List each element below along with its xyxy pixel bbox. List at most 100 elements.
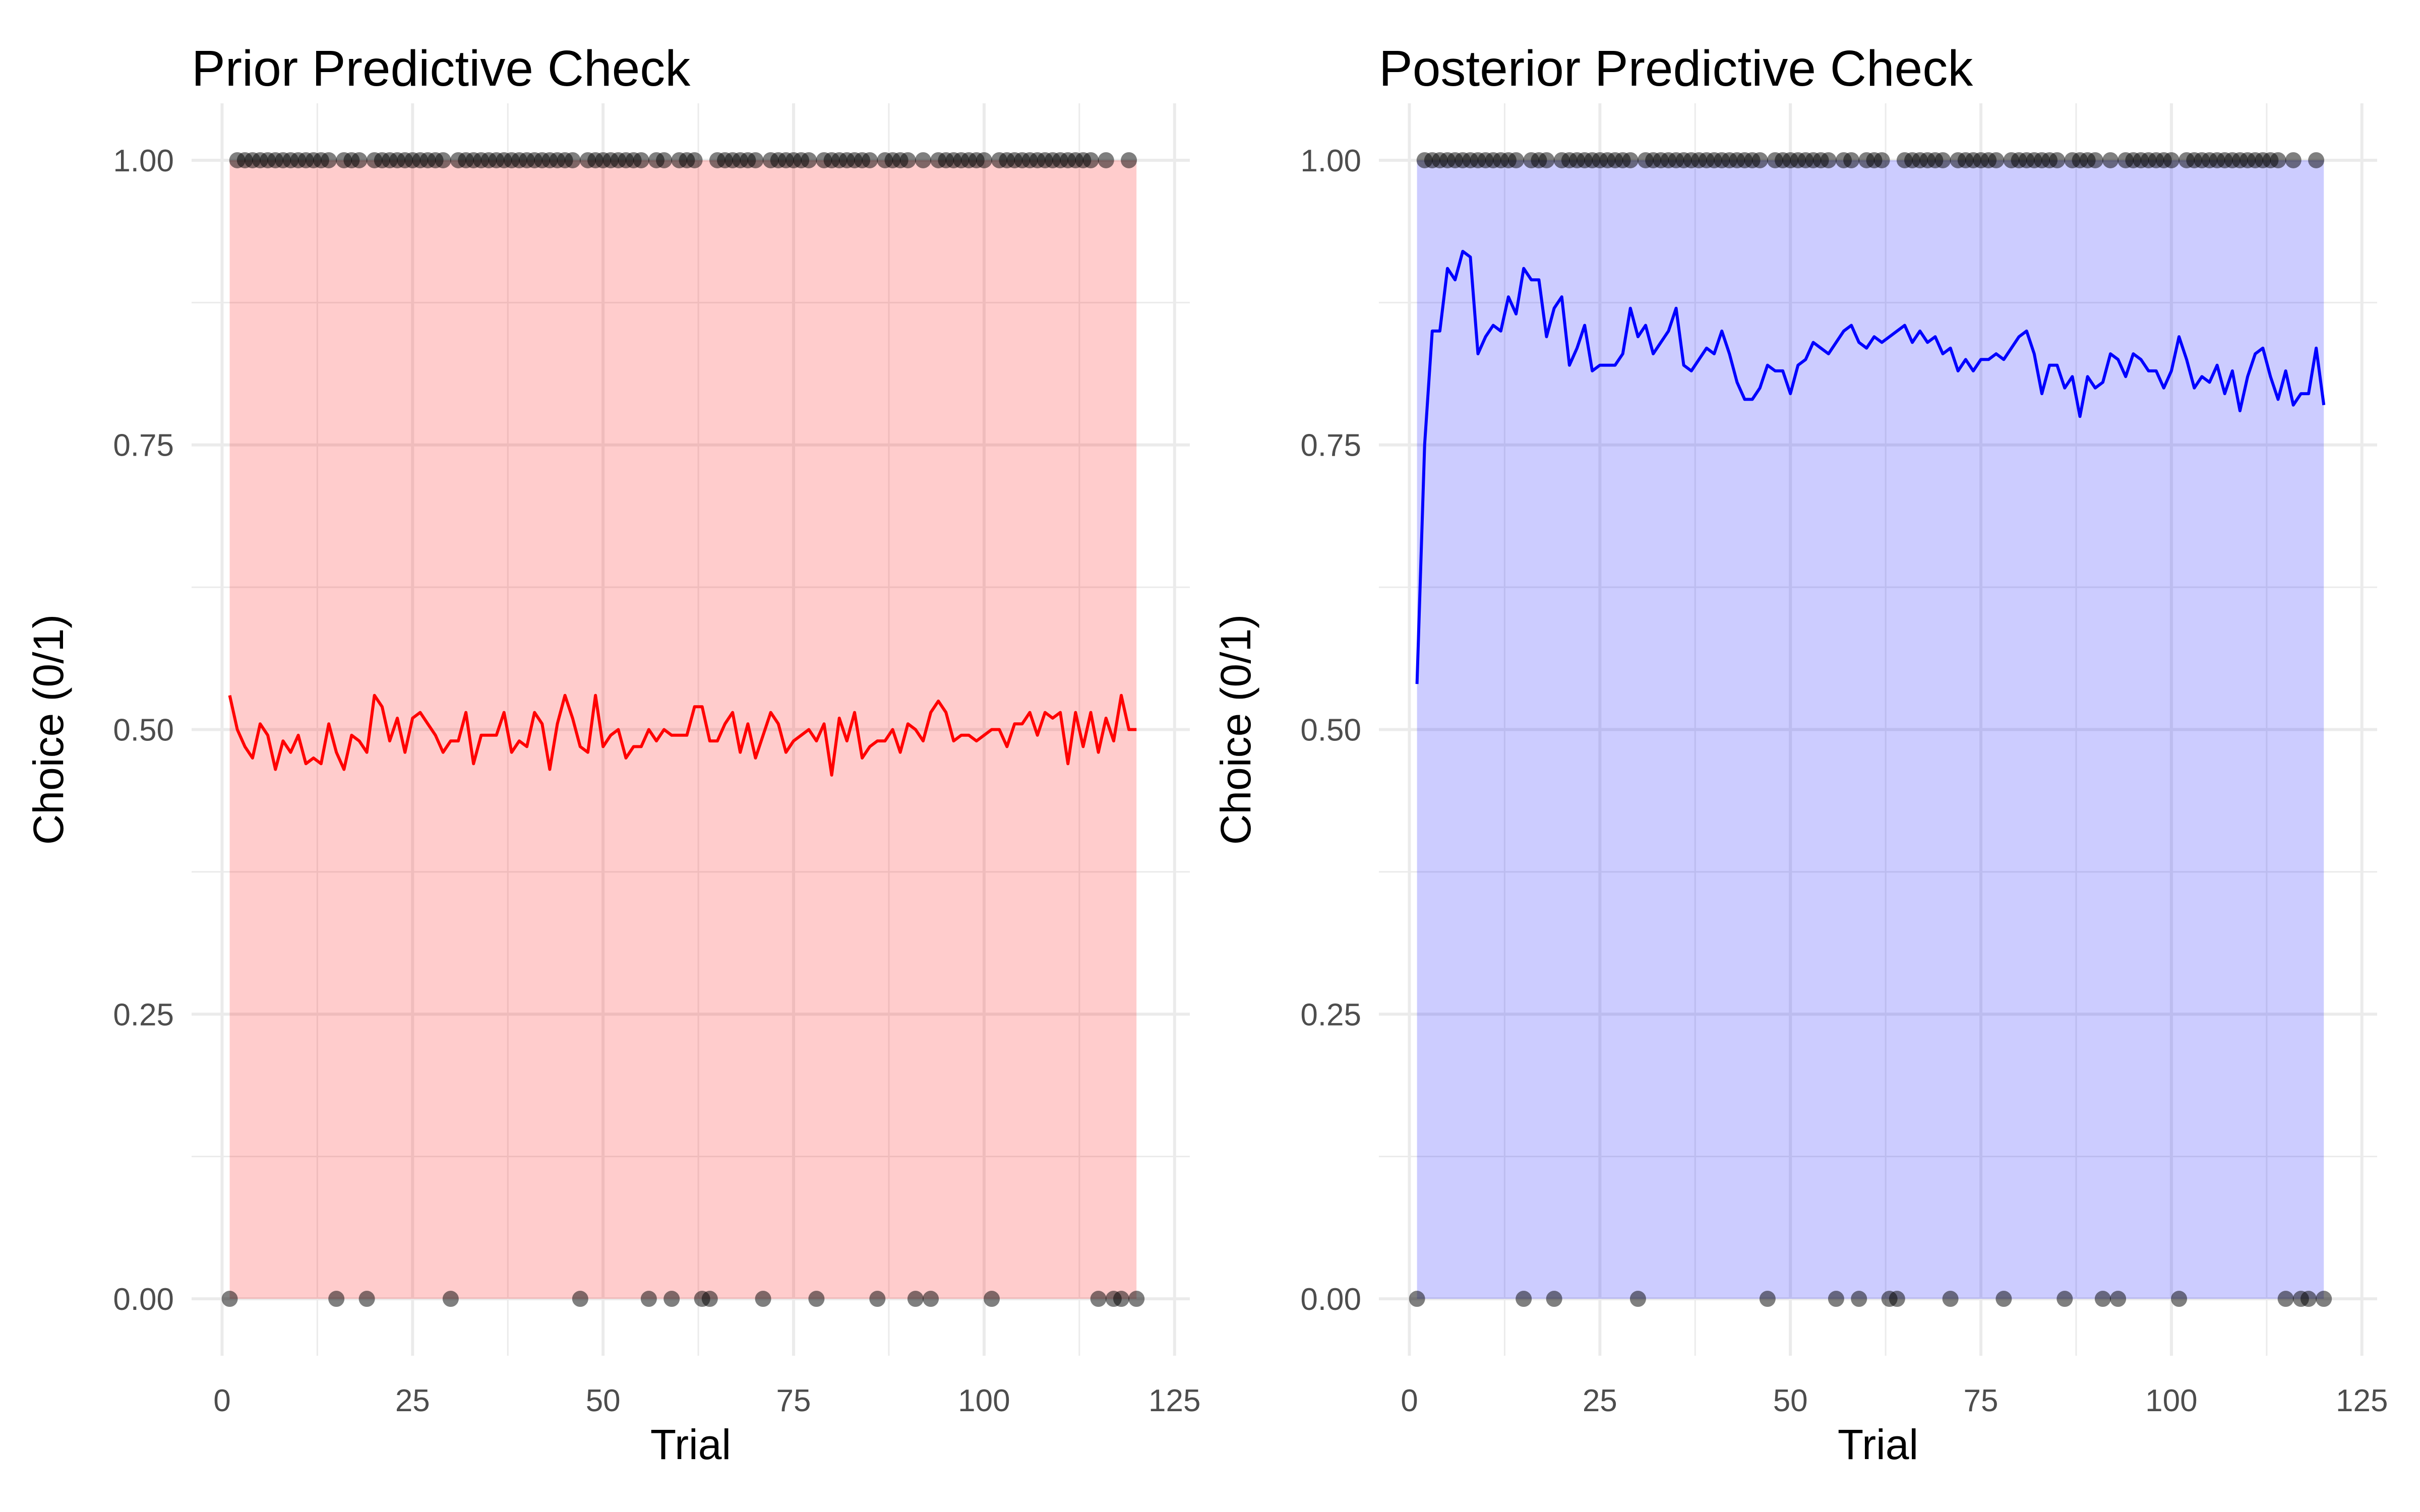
posterior-observed-point: [2056, 1291, 2073, 1307]
posterior-title: Posterior Predictive Check: [1379, 40, 1973, 97]
prior-observed-point: [358, 1291, 375, 1307]
prior-observed-point: [899, 152, 916, 168]
posterior-x-tick-label: 50: [1773, 1383, 1808, 1418]
prior-observed-point: [1113, 1291, 1129, 1307]
prior-observed-point: [640, 1291, 657, 1307]
posterior-observed-point: [1409, 1291, 1425, 1307]
prior-observed-point: [915, 152, 931, 168]
prior-observed-point: [1121, 152, 1137, 168]
prior-observed-point: [656, 152, 673, 168]
posterior-observed-point: [1538, 152, 1555, 168]
prior-ribbon-layer: [229, 160, 1137, 1299]
prior-x-tick-label: 100: [958, 1383, 1010, 1418]
prior-points: [221, 152, 1145, 1307]
prior-mean-line: [228, 694, 1137, 777]
posterior-observed-point: [2110, 1291, 2127, 1307]
posterior-x-tick-label: 125: [2336, 1383, 2388, 1418]
prior-tick-labels: 0 25 50 75 100 125 0.00 0.25 0.50 0.75 1.00: [113, 144, 1200, 1418]
prior-y-tick-label: 0.25: [113, 997, 174, 1032]
prior-observed-point: [862, 152, 878, 168]
posterior-observed-point: [2163, 152, 2180, 168]
posterior-x-axis-title: Trial: [1838, 1421, 1918, 1468]
posterior-observed-point: [1622, 152, 1639, 168]
prior-observed-point: [808, 1291, 825, 1307]
posterior-observed-point: [1759, 1291, 1776, 1307]
prior-observed-point: [442, 1291, 459, 1307]
prior-x-tick-label: 125: [1148, 1383, 1200, 1418]
posterior-observed-point: [1889, 1291, 1905, 1307]
prior-y-tick-label: 0.00: [113, 1282, 174, 1317]
prior-observed-point: [1128, 1291, 1145, 1307]
prior-x-tick-label: 50: [586, 1383, 621, 1418]
posterior-observed-point: [1820, 152, 1837, 168]
posterior-y-axis-title: Choice (0/1): [1212, 614, 1259, 845]
prior-observed-point: [869, 1291, 886, 1307]
posterior-observed-point: [2300, 1291, 2317, 1307]
posterior-observed-point: [2270, 152, 2286, 168]
posterior-y-tick-label: 0.50: [1300, 713, 1361, 748]
posterior-observed-point: [1988, 152, 2005, 168]
prior-x-tick-label: 0: [213, 1383, 230, 1418]
posterior-points: [1409, 152, 2332, 1307]
posterior-observed-point: [2308, 152, 2325, 168]
posterior-x-tick-label: 75: [1964, 1383, 1999, 1418]
posterior-observed-point: [1934, 152, 1951, 168]
posterior-observed-point: [2285, 152, 2302, 168]
posterior-observed-point: [1508, 152, 1525, 168]
posterior-ribbon: [1417, 160, 2324, 1299]
prior-predictive-panel: 0 25 50 75 100 125 0.00 0.25 0.50 0.75 1.00 Prior …: [25, 40, 1200, 1468]
posterior-x-tick-label: 100: [2145, 1383, 2197, 1418]
posterior-x-tick-label: 25: [1583, 1383, 1617, 1418]
prior-observed-point: [564, 152, 581, 168]
prior-observed-point: [976, 152, 992, 168]
posterior-observed-point: [2094, 1291, 2111, 1307]
prior-observed-point: [321, 152, 337, 168]
prior-y-tick-label: 1.00: [113, 144, 174, 178]
posterior-y-tick-label: 0.00: [1300, 1282, 1361, 1317]
posterior-observed-point: [1516, 1291, 1532, 1307]
prior-observed-point: [1098, 152, 1114, 168]
posterior-y-tick-label: 0.75: [1300, 428, 1361, 463]
prior-observed-point: [907, 1291, 924, 1307]
posterior-observed-point: [1851, 1291, 1867, 1307]
prior-line-layer: [228, 694, 1137, 777]
posterior-observed-point: [1843, 152, 1860, 168]
prior-observed-point: [572, 1291, 588, 1307]
posterior-observed-point: [1629, 1291, 1646, 1307]
posterior-ribbon-layer: [1417, 160, 2324, 1299]
prior-observed-point: [701, 1291, 718, 1307]
posterior-observed-point: [1942, 1291, 1959, 1307]
posterior-tick-labels: 0 25 50 75 100 125 0.00 0.25 0.50 0.75 1.00: [1300, 144, 2388, 1418]
prior-observed-point: [984, 1291, 1000, 1307]
posterior-observed-point: [1546, 1291, 1562, 1307]
posterior-predictive-panel: 0 25 50 75 100 125 0.00 0.25 0.50 0.75 1.00 Poster…: [1212, 40, 2388, 1468]
prior-x-tick-label: 75: [776, 1383, 811, 1418]
prior-observed-point: [663, 1291, 680, 1307]
posterior-y-tick-label: 0.25: [1300, 997, 1361, 1032]
posterior-observed-point: [2102, 152, 2119, 168]
prior-observed-point: [747, 152, 764, 168]
prior-observed-point: [686, 152, 703, 168]
prior-observed-point: [351, 152, 368, 168]
prior-x-axis-title: Trial: [650, 1421, 731, 1468]
posterior-x-tick-label: 0: [1401, 1383, 1418, 1418]
posterior-observed-point: [2171, 1291, 2188, 1307]
prior-observed-point: [435, 152, 451, 168]
prior-observed-point: [801, 152, 817, 168]
prior-observed-point: [923, 1291, 939, 1307]
posterior-observed-point: [2277, 1291, 2294, 1307]
posterior-observed-point: [2049, 152, 2066, 168]
posterior-observed-point: [2316, 1291, 2332, 1307]
posterior-observed-point: [2087, 152, 2103, 168]
posterior-observed-point: [1828, 1291, 1844, 1307]
posterior-line-layer: [1415, 249, 2326, 684]
prior-observed-point: [328, 1291, 345, 1307]
prior-y-tick-label: 0.75: [113, 428, 174, 463]
posterior-y-tick-label: 1.00: [1300, 144, 1361, 178]
prior-y-axis-title: Choice (0/1): [25, 614, 72, 845]
prior-observed-point: [633, 152, 649, 168]
prior-observed-point: [1082, 152, 1099, 168]
prior-y-tick-label: 0.50: [113, 713, 174, 748]
